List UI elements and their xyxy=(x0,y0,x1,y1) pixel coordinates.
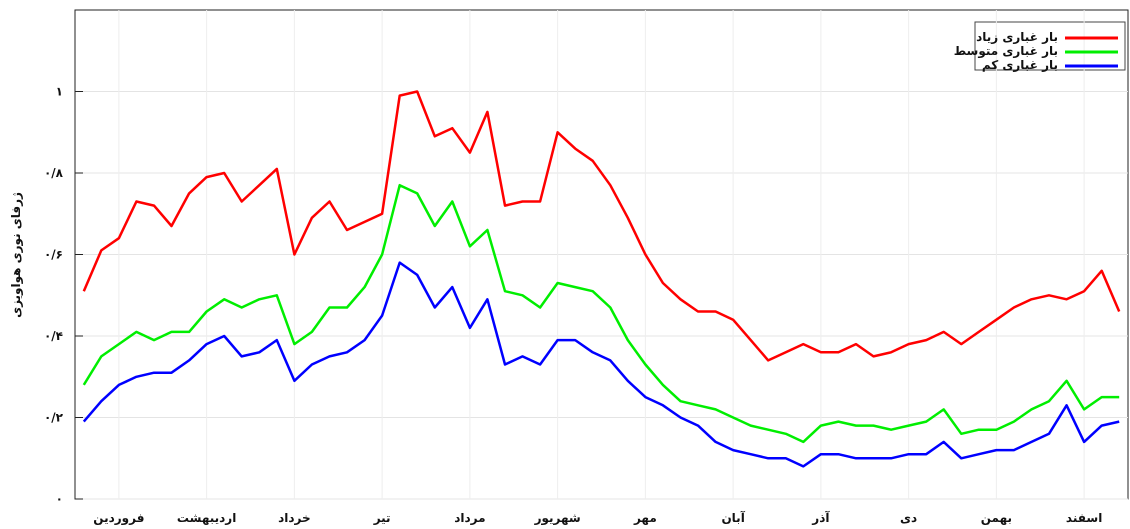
y-tick-label: ۰/۲ xyxy=(44,411,64,425)
x-tick-label: اردیبهشت xyxy=(177,511,236,525)
y-tick-label: ۰/۶ xyxy=(44,248,63,262)
x-tick-label: مهر xyxy=(633,511,657,525)
legend-label: بار غباری متوسط xyxy=(954,44,1058,59)
legend-label: بار غباری کم xyxy=(982,58,1058,72)
x-tick-label: آذر xyxy=(811,510,830,525)
y-tick-label: ۰/۸ xyxy=(44,166,64,180)
line-series xyxy=(82,90,1121,362)
x-tick-label: مرداد xyxy=(454,511,485,525)
x-tick-label: شهریور xyxy=(534,511,581,526)
x-tick-label: فروردین xyxy=(93,511,144,526)
legend-box xyxy=(974,21,1126,71)
line-series xyxy=(82,183,1120,444)
x-tick-label: دی xyxy=(900,511,917,525)
line-series xyxy=(82,261,1120,468)
y-tick-label: ۰/۴ xyxy=(44,329,63,343)
y-tick-label: ۰ xyxy=(56,492,63,506)
x-tick-label: آبان xyxy=(721,510,745,525)
x-tick-label: خرداد xyxy=(278,511,311,525)
legend-label: بار غباری زیاد xyxy=(976,30,1058,44)
y-tick-label: ۱ xyxy=(56,85,63,99)
x-tick-label: بهمن xyxy=(981,511,1012,525)
x-tick-label: اسفند xyxy=(1066,511,1102,525)
x-tick-label: تیر xyxy=(373,511,391,525)
y-axis-label: ژرفای نوری هواویزی xyxy=(9,192,24,318)
